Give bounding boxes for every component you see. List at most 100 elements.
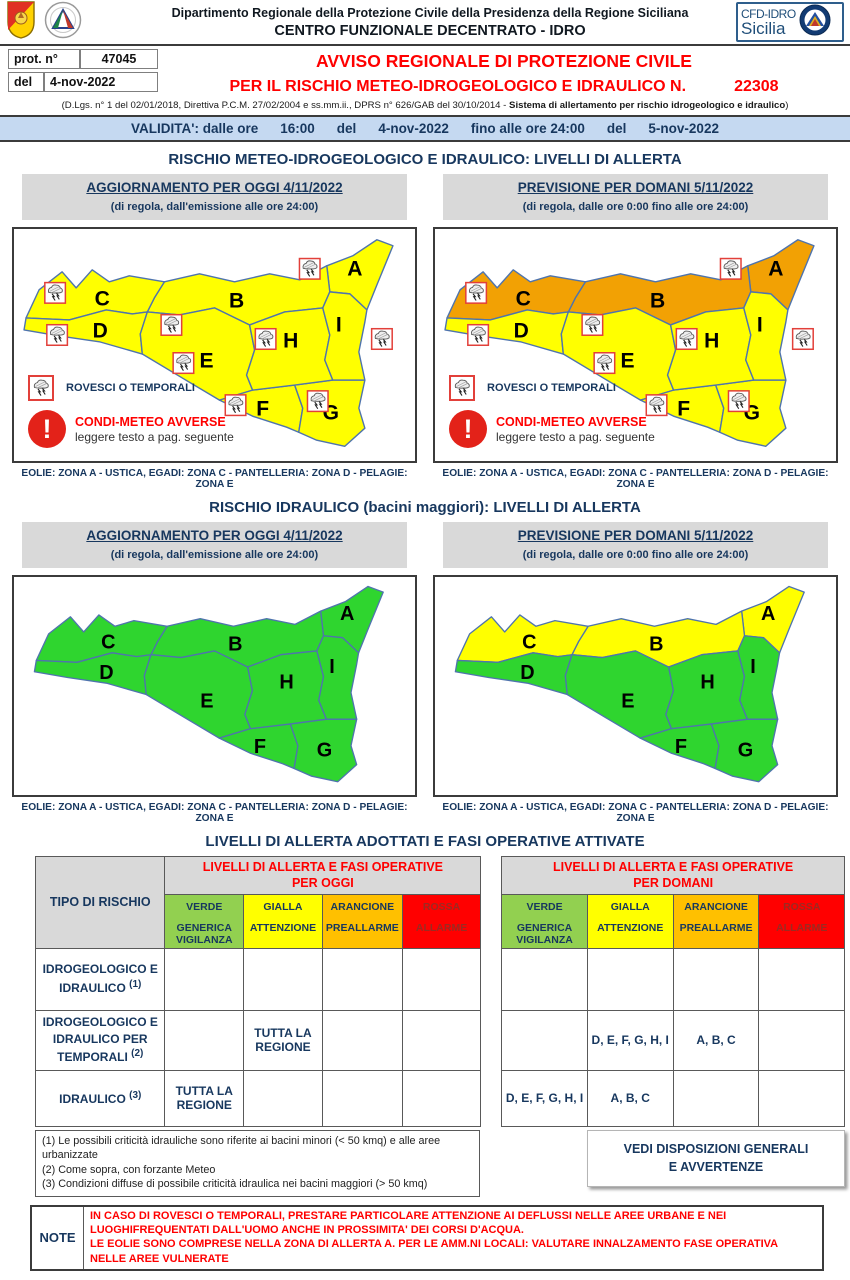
map-meteo-tomorrow: PREVISIONE PER DOMANI 5/11/2022 (di rego… <box>433 170 838 490</box>
islands-caption: EOLIE: ZONA A - USTICA, EGADI: ZONA C - … <box>21 468 408 490</box>
storm-icon <box>298 257 321 280</box>
zone-label-G: G <box>738 740 753 762</box>
zone-label-G: G <box>317 740 332 762</box>
note-block: NOTE IN CASO DI ROVESCI O TEMPORALI, PRE… <box>30 1204 824 1271</box>
table-row: D, E, F, G, H, I A, B, C <box>501 1009 845 1071</box>
map-header: PREVISIONE PER DOMANI 5/11/2022 <box>517 528 754 543</box>
adverse-weather-label: CONDI-METEO AVVERSE <box>75 414 226 429</box>
vedi-disposizioni-button[interactable]: VEDI DISPOSIZIONI GENERALI E AVVERTENZE <box>587 1129 845 1187</box>
alert-zones-cell <box>672 1069 760 1127</box>
validity-from-time: 16:00 <box>280 121 315 136</box>
zone-label-D: D <box>93 320 108 343</box>
map-header-box: PREVISIONE PER DOMANI 5/11/2022 (di rego… <box>443 522 828 568</box>
map-legend: ROVESCI O TEMPORALI ! CONDI-METEO AVVERS… <box>28 375 268 448</box>
table-row: IDROGEOLOGICO E IDRAULICO PER TEMPORALI … <box>34 1009 482 1071</box>
alert-zones-cell: D, E, F, G, H, I <box>586 1009 674 1071</box>
zone-label-C: C <box>101 632 115 654</box>
del-value: 4-nov-2022 <box>44 72 158 92</box>
level-header-arancione: ARANCIONE PREALLARME <box>672 893 760 949</box>
storm-icon <box>224 394 247 417</box>
alert-tables-row: TIPO DI RISCHIO LIVELLI DI ALLERTA E FASI… <box>0 852 850 1127</box>
storm-icon <box>44 281 67 304</box>
document-title: AVVISO REGIONALE DI PROTEZIONE CIVILE PE… <box>166 49 842 96</box>
zone-label-F: F <box>254 736 266 758</box>
map-subheader: (di regola, dall'emissione alle ore 24:0… <box>110 549 319 561</box>
storm-icon <box>172 352 195 375</box>
storm-icon <box>46 323 69 347</box>
map-subheader: (di regola, dalle ore 0:00 fino alle ore… <box>522 549 749 561</box>
alert-table-tomorrow: LIVELLI DI ALLERTA E FASI OPERATIVE PER D… <box>501 856 845 1127</box>
storm-icon <box>33 379 49 396</box>
alert-zones-cell: TUTTA LA REGIONE <box>243 1009 323 1071</box>
protocol-box: prot. n° 47045 del 4-nov-2022 <box>8 49 166 96</box>
del-label: del <box>8 72 44 92</box>
table-row: IDROGEOLOGICO E IDRAULICO (1) <box>34 947 482 1011</box>
map-header-box: AGGIORNAMENTO PER OGGI 4/11/2022 (di reg… <box>22 174 407 220</box>
zone-E <box>564 650 675 739</box>
alert-zones-cell <box>401 1069 482 1127</box>
zone-E <box>143 650 254 739</box>
alert-zones-cell: TUTTA LA REGIONE <box>164 1069 245 1127</box>
cfd-idro-sicilia-logo: CFD-IDRO Sicilia <box>736 2 844 42</box>
storm-icon <box>791 327 814 351</box>
zone-label-E: E <box>199 350 213 373</box>
islands-caption: EOLIE: ZONA A - USTICA, EGADI: ZONA C - … <box>442 468 829 490</box>
cfd-logo-text2: Sicilia <box>741 18 786 38</box>
page-header: Dipartimento Regionale della Protezione … <box>0 0 850 46</box>
adverse-weather-label: CONDI-METEO AVVERSE <box>496 414 647 429</box>
alert-zones-cell: D, E, F, G, H, I <box>501 1069 588 1127</box>
storm-icon <box>645 394 668 417</box>
alert-zones-cell <box>243 947 323 1011</box>
note-label: NOTE <box>32 1206 84 1269</box>
alert-zones-cell: A, B, C <box>586 1069 674 1127</box>
protezione-civile-logo-icon <box>44 1 82 44</box>
alert-zones-cell <box>243 1069 323 1127</box>
map-legend: ROVESCI O TEMPORALI ! CONDI-METEO AVVERS… <box>449 375 689 448</box>
zone-I <box>737 635 781 720</box>
validity-bar: VALIDITA': dalle ore 16:00 del 4-nov-202… <box>0 115 850 142</box>
storm-icon <box>581 313 604 336</box>
alert-zones-cell <box>758 1009 845 1071</box>
footnotes-row: (1) Le possibili criticità idrauliche so… <box>0 1127 850 1197</box>
zone-label-H: H <box>279 671 293 693</box>
prot-value: 47045 <box>80 49 158 69</box>
section-title-idraulico: RISCHIO IDRAULICO (bacini maggiori): LIV… <box>209 499 641 516</box>
storm-legend-label: ROVESCI O TEMPORALI <box>66 382 195 394</box>
section-title-tables: LIVELLI DI ALLERTA ADOTTATI E FASI OPERA… <box>205 833 645 850</box>
alert-zones-cell <box>401 1009 482 1071</box>
storm-icon <box>370 327 393 351</box>
tipo-di-rischio-header: TIPO DI RISCHIO <box>34 856 166 949</box>
level-header-verde: VERDE GENERICA VIGILANZA <box>164 893 245 949</box>
level-header-verde: VERDE GENERICA VIGILANZA <box>501 893 588 949</box>
validity-to-date: 5-nov-2022 <box>648 121 719 136</box>
alert-zones-cell <box>501 1009 588 1071</box>
risk-type-label: IDROGEOLOGICO E IDRAULICO (1) <box>34 947 166 1011</box>
section-title-meteo: RISCHIO METEO-IDROGEOLOGICO E IDRAULICO:… <box>168 151 682 168</box>
adverse-weather-note: leggere testo a pag. seguente <box>75 429 234 444</box>
islands-caption: EOLIE: ZONA A - USTICA, EGADI: ZONA C - … <box>21 802 408 824</box>
storm-icon <box>593 352 616 375</box>
title-line1: AVVISO REGIONALE DI PROTEZIONE CIVILE <box>316 51 692 71</box>
zone-label-H: H <box>283 330 298 353</box>
zone-I <box>743 291 789 381</box>
map-meteo-today: AGGIORNAMENTO PER OGGI 4/11/2022 (di reg… <box>12 170 417 490</box>
map-subheader: (di regola, dalle ore 0:00 fino alle ore… <box>522 201 749 213</box>
zone-label-E: E <box>200 690 213 712</box>
level-header-gialla: GIALLA ATTENZIONE <box>586 893 674 949</box>
zone-I <box>316 635 360 720</box>
validity-to-time: fino alle ore 24:00 <box>470 121 585 136</box>
zone-label-A: A <box>761 603 775 625</box>
zone-label-B: B <box>228 633 242 655</box>
title-line2: PER IL RISCHIO METEO-IDROGEOLOGICO E IDR… <box>229 78 779 95</box>
storm-icon <box>160 313 183 336</box>
zone-label-I: I <box>329 656 335 678</box>
cfd-emblem-icon <box>799 4 831 41</box>
level-header-gialla: GIALLA ATTENZIONE <box>243 893 323 949</box>
prot-label: prot. n° <box>8 49 80 69</box>
storm-icon <box>254 327 277 351</box>
zone-label-A: A <box>340 603 354 625</box>
storm-icon <box>306 390 329 413</box>
title-block: prot. n° 47045 del 4-nov-2022 AVVISO REG… <box>0 46 850 96</box>
storm-icon <box>467 323 490 347</box>
